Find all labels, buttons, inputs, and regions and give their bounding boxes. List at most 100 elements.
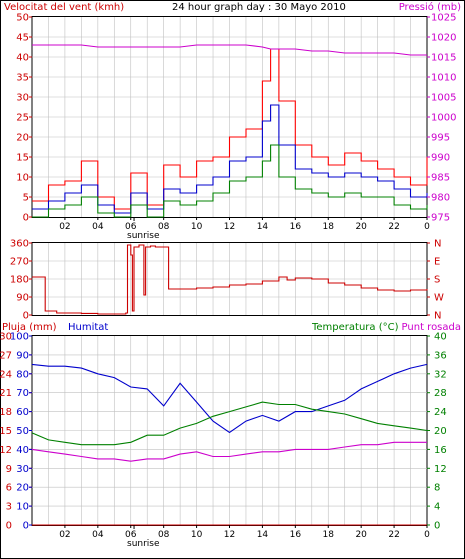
- series-pressure-line: [32, 44, 427, 56]
- temperature-axis-tick-label: 20: [434, 426, 447, 437]
- pressure-axis-tick-label: 1015: [431, 53, 456, 64]
- rain-axis-tick-label: 30: [0, 332, 12, 343]
- x-tick-label: 18: [323, 222, 335, 232]
- compass-axis-tick-label: W: [434, 293, 444, 304]
- humidity-axis-tick-label: 80: [16, 369, 29, 380]
- wind-axis-tick-label: 45: [16, 33, 29, 44]
- rain-axis-tick-label: 18: [0, 407, 12, 418]
- x-tick-label: 04: [92, 530, 104, 540]
- x-tick-label: 10: [191, 530, 203, 540]
- x-tick-label: 22: [388, 530, 399, 540]
- pressure-axis-tick-label: 1020: [431, 33, 456, 44]
- compass-axis-tick-label: S: [434, 275, 440, 286]
- rain-axis-tick-label: 24: [0, 369, 12, 380]
- sunrise-label-top: sunrise: [127, 231, 160, 241]
- rain-axis-label: Pluja (mm): [2, 322, 57, 333]
- x-tick-label: 16: [290, 222, 302, 232]
- compass-axis-tick-label: N: [434, 311, 441, 322]
- humidity-axis-tick-label: 100: [10, 332, 29, 343]
- x-tick-label: 06: [125, 530, 137, 540]
- x-tick-label: 0: [424, 222, 430, 232]
- wind-axis-tick-label: 0: [23, 213, 29, 224]
- pressure-axis-tick-label: 985: [431, 173, 450, 184]
- x-tick-label: 02: [59, 222, 70, 232]
- temperature-axis-label: Temperatura (°C): [311, 322, 399, 333]
- x-tick-label: 04: [92, 222, 104, 232]
- wind-axis-tick-label: 5: [23, 193, 29, 204]
- humidity-axis-tick-label: 0: [23, 521, 29, 532]
- direction-axis-tick-label: 270: [10, 257, 29, 268]
- rain-axis-tick-label: 3: [6, 502, 12, 513]
- rain-axis-tick-label: 9: [6, 464, 12, 475]
- sunrise-label: sunrise: [127, 231, 160, 241]
- series-gust-line: [32, 48, 428, 210]
- temperature-axis-tick-label: 8: [434, 483, 440, 494]
- x-tick-label: 12: [224, 222, 235, 232]
- rain-axis-tick-label: 21: [0, 388, 12, 399]
- temperature-axis-tick-label: 16: [434, 445, 447, 456]
- rain-axis-tick-label: 15: [0, 426, 12, 437]
- x-tick-label: 18: [323, 530, 335, 540]
- wind-axis-tick-label: 20: [16, 133, 29, 144]
- direction-axis-tick-label: 360: [10, 239, 29, 250]
- rain-humidity-temp-panel: 02 04 06 08 10 12 14 16 18 20 22 003691215182124273…: [0, 332, 447, 541]
- x-tick-label: 14: [257, 530, 269, 540]
- rain-axis-tick-label: 27: [0, 350, 12, 361]
- x-tick-label: 02: [59, 530, 70, 540]
- pressure-axis-tick-label: 990: [431, 153, 450, 164]
- temperature-axis-tick-label: 40: [434, 332, 447, 343]
- x-tick-label: 10: [191, 222, 203, 232]
- wind-axis-tick-label: 25: [16, 113, 29, 124]
- compass-axis-tick-label: N: [434, 239, 441, 250]
- humidity-axis-tick-label: 60: [16, 407, 29, 418]
- x-tick-label: 20: [355, 222, 367, 232]
- pressure-axis-label: Pressió (mb): [399, 1, 461, 13]
- sunrise-label-bottom: sunrise: [127, 539, 160, 549]
- pressure-axis-tick-label: 975: [431, 213, 450, 224]
- wind-axis-tick-label: 50: [16, 13, 29, 24]
- humidity-axis-tick-label: 10: [16, 502, 29, 513]
- series-direction-line: [32, 244, 428, 315]
- direction-axis-tick-label: 180: [10, 275, 29, 286]
- temperature-axis-tick-label: 4: [434, 502, 440, 513]
- pressure-axis-tick-label: 1010: [431, 73, 456, 84]
- wind-axis-tick-label: 40: [16, 53, 29, 64]
- x-tick-label: 16: [290, 530, 302, 540]
- humidity-axis-tick-label: 20: [16, 483, 29, 494]
- direction-axis-tick-label: 90: [16, 293, 29, 304]
- rain-axis-tick-label: 6: [6, 483, 12, 494]
- x-tick-label: 22: [388, 222, 399, 232]
- x-tick-label: 14: [257, 222, 269, 232]
- chart-title: 24 hour graph day : 30 Mayo 2010: [172, 2, 346, 13]
- x-tick-label: 20: [355, 530, 367, 540]
- pressure-axis-tick-label: 1025: [431, 13, 456, 24]
- x-tick-label: 08: [158, 530, 170, 540]
- x-tick-label: 06: [125, 222, 137, 232]
- series-avg-line: [32, 104, 428, 214]
- temperature-axis-tick-label: 24: [434, 407, 447, 418]
- wind-axis-tick-label: 15: [16, 153, 29, 164]
- wind-axis-label: Velocitat del vent (kmh): [4, 2, 124, 13]
- dewpoint-axis-label: Punt rosada: [402, 322, 461, 333]
- rain-axis-tick-label: 0: [6, 521, 12, 532]
- humidity-axis-tick-label: 30: [16, 464, 29, 475]
- compass-axis-tick-label: E: [434, 257, 440, 268]
- temperature-axis-tick-label: 12: [434, 464, 447, 475]
- pressure-axis-tick-label: 980: [431, 193, 450, 204]
- humidity-axis-label: Humitat: [68, 322, 108, 333]
- x-tick-label: 0: [424, 530, 430, 540]
- wind-axis-tick-label: 30: [16, 93, 29, 104]
- direction-axis-tick-label: 0: [23, 311, 29, 322]
- humidity-axis-tick-label: 50: [16, 426, 29, 437]
- temperature-axis-tick-label: 36: [434, 350, 447, 361]
- temperature-axis-tick-label: 32: [434, 369, 447, 380]
- series-humidity-line: [31, 363, 428, 434]
- series-low-line: [32, 144, 428, 218]
- rain-axis-tick-label: 12: [0, 445, 12, 456]
- humidity-axis-tick-label: 70: [16, 388, 29, 399]
- wind-pressure-panel: 02 04 06 08 10 12 14 16 18 20 22 005101520253035404…: [16, 13, 456, 233]
- pressure-axis-tick-label: 995: [431, 133, 450, 144]
- x-tick-label: 12: [224, 530, 235, 540]
